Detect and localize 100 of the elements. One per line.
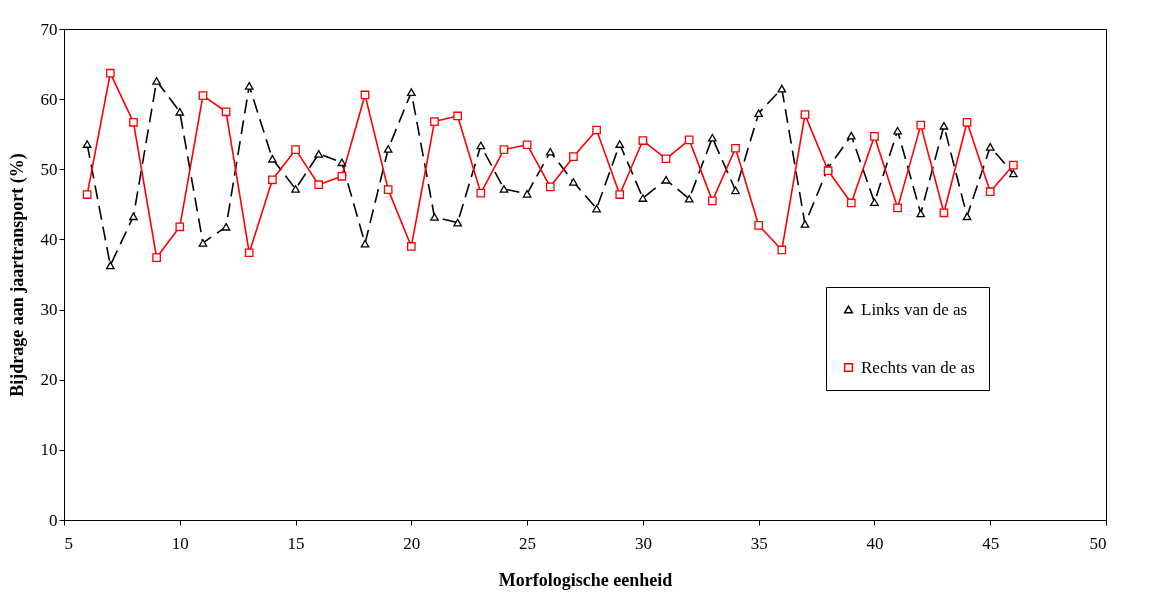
point — [545, 182, 555, 192]
point — [82, 140, 92, 148]
point — [893, 126, 902, 135]
x-tick-label: 25 — [519, 533, 537, 553]
point — [105, 68, 115, 78]
point — [499, 185, 509, 193]
point — [522, 189, 532, 198]
point — [985, 142, 995, 151]
legend-label: Rechts van de as — [861, 357, 975, 377]
point — [545, 147, 555, 156]
point — [962, 117, 972, 127]
point — [846, 198, 856, 208]
point — [244, 81, 254, 90]
point — [499, 145, 509, 154]
point — [1009, 160, 1018, 170]
point — [430, 213, 439, 221]
point — [476, 188, 486, 198]
point — [800, 220, 810, 228]
point — [1009, 169, 1018, 178]
point — [314, 180, 324, 190]
point — [661, 175, 671, 184]
point — [129, 212, 138, 221]
point — [684, 194, 694, 203]
point — [916, 209, 926, 218]
point — [592, 204, 601, 213]
point — [777, 245, 787, 255]
point — [244, 248, 254, 258]
point — [731, 186, 740, 195]
point — [268, 154, 277, 163]
point — [291, 145, 300, 154]
point — [152, 77, 161, 85]
point — [893, 203, 902, 213]
point — [708, 133, 717, 142]
point — [198, 91, 208, 100]
point — [314, 149, 324, 158]
point — [430, 117, 439, 126]
point — [800, 110, 810, 119]
point — [684, 135, 694, 145]
point — [337, 171, 347, 181]
point — [615, 190, 625, 199]
point — [291, 185, 300, 193]
point — [268, 175, 277, 185]
y-tick-label: 60 — [40, 89, 58, 109]
x-tick-label: 15 — [287, 533, 305, 553]
point — [708, 196, 717, 206]
point — [939, 121, 949, 130]
point — [569, 152, 578, 162]
x-axis-title: Morfologische eenheid — [498, 569, 673, 590]
point — [870, 131, 879, 141]
point — [615, 140, 625, 148]
point — [638, 136, 648, 145]
point — [522, 140, 532, 150]
point — [383, 145, 393, 153]
point — [476, 141, 486, 150]
x-tick-label: 20 — [403, 533, 421, 553]
x-tick-label: 30 — [634, 533, 652, 553]
y-tick-label: 40 — [40, 229, 58, 249]
point — [175, 222, 185, 232]
point — [962, 212, 972, 221]
x-tick-label: 35 — [750, 533, 768, 553]
point — [360, 239, 370, 248]
y-tick-label: 10 — [40, 440, 58, 460]
y-tick-label: 50 — [40, 159, 58, 179]
point — [939, 208, 949, 218]
x-tick-label: 5 — [64, 533, 73, 553]
point — [754, 221, 764, 230]
point — [870, 198, 879, 207]
point — [221, 222, 231, 231]
point — [406, 88, 416, 96]
y-axis-title: Bijdrage aan jaartransport (%) — [6, 153, 28, 397]
x-tick-label: 45 — [982, 533, 1000, 553]
point — [453, 218, 462, 227]
legend-label: Links van de as — [861, 299, 968, 319]
point — [638, 194, 648, 202]
point — [985, 187, 995, 197]
point — [175, 107, 185, 116]
y-tick-label: 70 — [40, 19, 58, 39]
point — [846, 131, 856, 140]
point — [777, 84, 787, 93]
point — [152, 253, 161, 263]
point — [661, 154, 671, 164]
point — [569, 178, 578, 186]
y-tick-label: 30 — [40, 300, 58, 320]
point — [221, 107, 231, 117]
point — [105, 261, 115, 270]
point — [453, 111, 462, 121]
y-tick-label: 20 — [40, 370, 58, 390]
point — [754, 109, 764, 118]
x-tick-label: 50 — [1089, 533, 1107, 553]
point — [383, 185, 393, 194]
point — [916, 120, 926, 130]
x-tick-label: 10 — [171, 533, 189, 553]
point — [406, 242, 416, 251]
y-tick-label: 0 — [49, 510, 58, 530]
point — [731, 143, 740, 153]
point — [592, 125, 601, 135]
x-tick-label: 40 — [866, 533, 884, 553]
point — [129, 117, 138, 127]
point — [823, 166, 833, 176]
point — [337, 158, 347, 167]
